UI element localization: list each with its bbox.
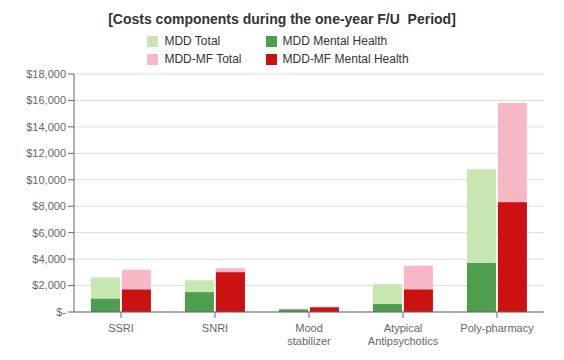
svg-text:SNRI: SNRI: [202, 322, 228, 334]
svg-text:$2,000: $2,000: [32, 279, 66, 291]
svg-text:$6,000: $6,000: [32, 227, 66, 239]
svg-text:AtypicalAntipsychotics: AtypicalAntipsychotics: [368, 322, 439, 347]
html-text:[Costs components during the o: [Costs components during the one-year F/…: [108, 11, 456, 27]
svg-text:$-: $-: [56, 306, 66, 318]
svg-text:$14,000: $14,000: [26, 121, 66, 133]
svg-text:SSRI: SSRI: [108, 322, 134, 334]
svg-text:$12,000: $12,000: [26, 147, 66, 159]
svg-text:Moodstabilizer: Moodstabilizer: [287, 322, 331, 347]
svg-text:$10,000: $10,000: [26, 174, 66, 186]
svg-text:$16,000: $16,000: [26, 94, 66, 106]
svg-text:$8,000: $8,000: [32, 200, 66, 212]
html-text:MDD Total: MDD Total: [164, 34, 221, 48]
html-text:MDD-MF Total: MDD-MF Total: [164, 52, 242, 66]
html-text:MDD-MF Mental Health: MDD-MF Mental Health: [282, 52, 409, 66]
html-text:MDD Mental Health: MDD Mental Health: [282, 34, 388, 48]
svg-text:$18,000: $18,000: [26, 68, 66, 80]
svg-text:$4,000: $4,000: [32, 253, 66, 265]
svg-text:Poly-pharmacy: Poly-pharmacy: [460, 322, 534, 334]
